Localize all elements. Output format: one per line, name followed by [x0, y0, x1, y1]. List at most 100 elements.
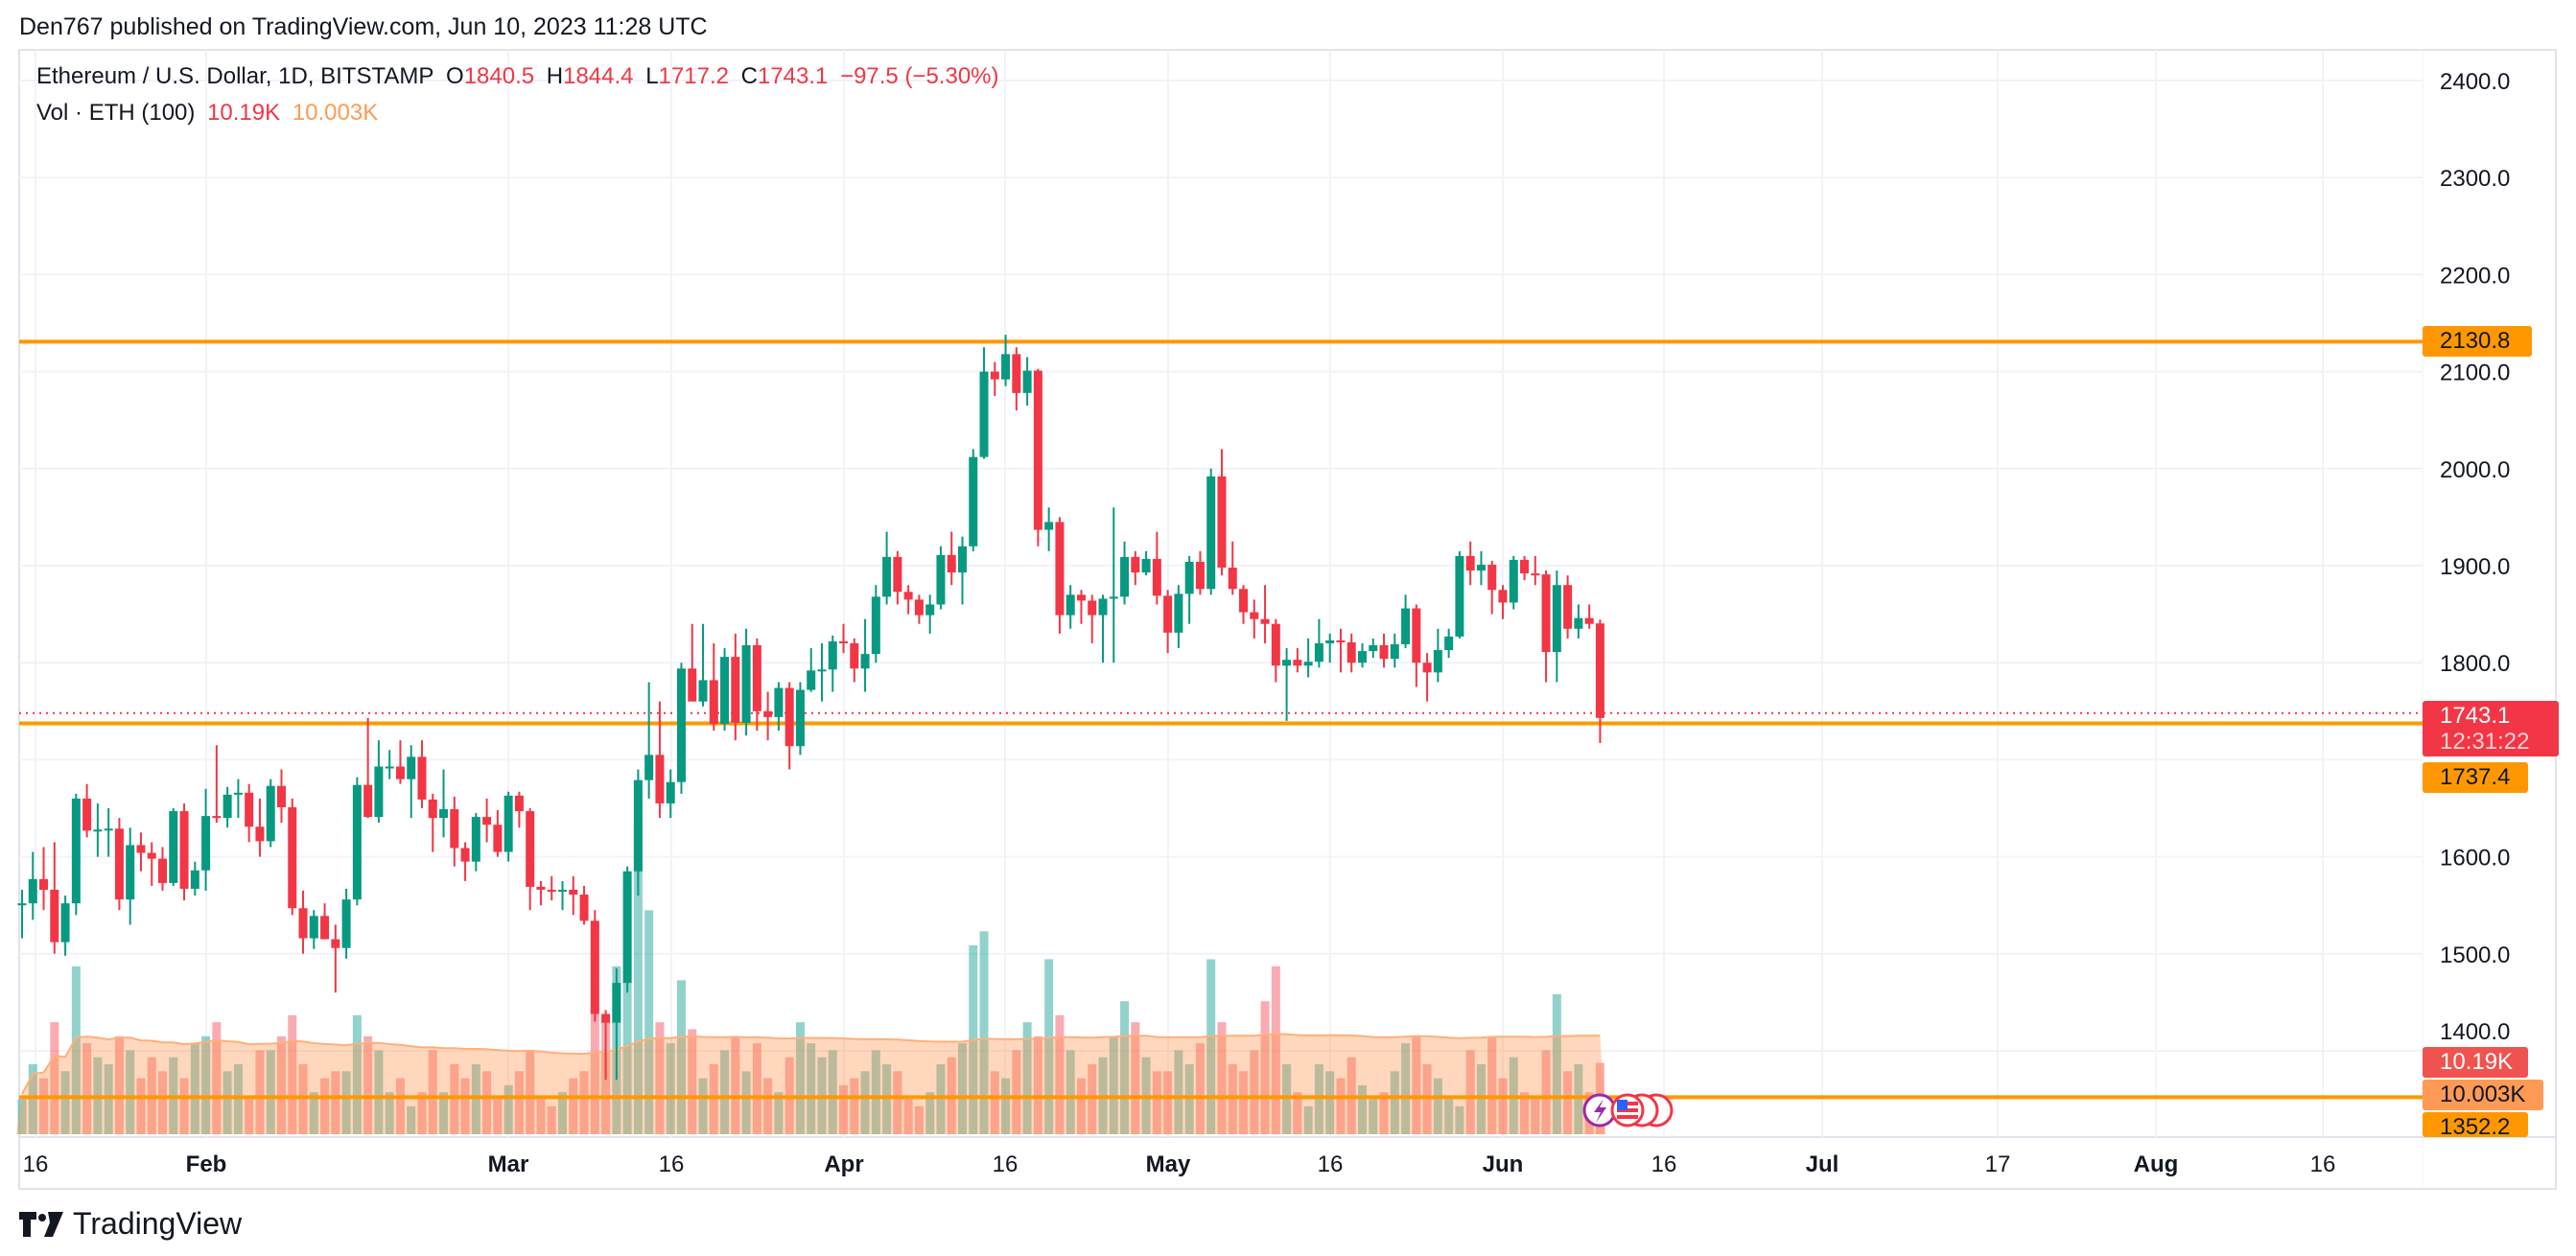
- time-axis[interactable]: 16 Feb Mar 16 Apr 16 May 16 Jun 16 Jul 17 Aug 16: [23, 1151, 2336, 1177]
- candle: [245, 783, 254, 843]
- candle: [1120, 541, 1130, 605]
- tradingview-logo[interactable]: TradingView: [19, 1206, 242, 1242]
- time-tick-label: 16: [1651, 1151, 1677, 1177]
- candle-body: [1584, 617, 1594, 624]
- candle-body: [482, 817, 492, 826]
- volume-bar: [860, 1071, 870, 1134]
- candle-body: [1228, 568, 1237, 590]
- horizontal-levels[interactable]: [19, 339, 2423, 1100]
- volume-title[interactable]: Vol · ETH (100): [36, 100, 196, 126]
- volume-bar: [1433, 1078, 1442, 1134]
- candle: [688, 623, 697, 702]
- candle: [979, 347, 989, 459]
- tradingview-logo-text: TradingView: [73, 1206, 243, 1241]
- volume-bar: [39, 1078, 49, 1134]
- close-value: 1743.1: [757, 63, 829, 89]
- level-tag-1737: 1737.4: [2423, 762, 2528, 793]
- candle: [1476, 550, 1486, 586]
- volume-bar: [536, 1099, 546, 1134]
- candle-body: [1412, 608, 1421, 663]
- volume-bar: [1531, 1099, 1540, 1134]
- volume-bar: [807, 1043, 816, 1134]
- volume-bar: [936, 1064, 946, 1134]
- volume-bar: [698, 1078, 708, 1134]
- volume-bar: [1476, 1064, 1486, 1134]
- candle: [439, 769, 449, 838]
- candle-body: [558, 890, 567, 893]
- candle: [947, 531, 956, 586]
- candle-body: [450, 809, 459, 849]
- price-tick-label: 1400.0: [2440, 1019, 2510, 1045]
- volume-bar: [222, 1071, 232, 1134]
- candle-body: [633, 779, 643, 872]
- candle: [1552, 570, 1561, 683]
- candle: [1390, 633, 1399, 668]
- candle-body: [1109, 596, 1118, 599]
- candle-body: [1552, 585, 1561, 653]
- volume-bar: [1022, 1022, 1032, 1134]
- open-value: 1840.5: [463, 63, 535, 89]
- candle: [104, 808, 113, 857]
- candle-body: [114, 828, 124, 900]
- candle-body: [1293, 660, 1302, 666]
- candle: [839, 623, 849, 654]
- candle-body: [1563, 585, 1573, 629]
- candle: [374, 740, 384, 824]
- volume-bar: [385, 1092, 394, 1134]
- candle: [1412, 604, 1421, 687]
- candle-body: [644, 755, 654, 780]
- candle: [1563, 575, 1573, 639]
- volume-bar: [1422, 1064, 1432, 1134]
- volume-bar: [1498, 1078, 1508, 1134]
- candle-body: [93, 829, 103, 832]
- volume-bar: [309, 1092, 318, 1134]
- candle: [1282, 648, 1292, 721]
- candle: [50, 842, 59, 954]
- candle: [363, 717, 373, 819]
- candle-body: [850, 642, 859, 669]
- price-tick-label: 2000.0: [2440, 457, 2510, 483]
- candle-body: [493, 825, 503, 852]
- volume-tag: 10.19K: [2423, 1047, 2528, 1078]
- candle: [395, 740, 405, 784]
- symbol-title[interactable]: Ethereum / U.S. Dollar, 1D, BITSTAMP: [36, 63, 434, 89]
- candle-body: [298, 908, 308, 939]
- price-axis[interactable]: 2400.0 2300.0 2200.0 2100.0 2000.0 1900.0 1800…: [2440, 69, 2510, 1045]
- candle-body: [212, 816, 222, 819]
- time-tick-label: Feb: [186, 1151, 227, 1177]
- volume-bar: [1303, 1105, 1313, 1134]
- candle: [1509, 555, 1518, 610]
- candle-body: [1163, 595, 1173, 633]
- candle: [698, 623, 708, 707]
- candle: [1131, 550, 1140, 586]
- candle: [1347, 633, 1356, 673]
- candle-body: [1357, 651, 1367, 663]
- candle-body: [1088, 600, 1097, 616]
- event-markers[interactable]: [1582, 1093, 1674, 1128]
- candle-body: [201, 816, 211, 871]
- volume-ma-line: [21, 1033, 1601, 1095]
- candle-body: [676, 668, 686, 782]
- candle: [1217, 449, 1227, 576]
- candle-body: [1379, 644, 1389, 660]
- candle: [990, 361, 999, 396]
- candle: [655, 701, 665, 819]
- volume-bar: [882, 1064, 892, 1134]
- candle: [536, 880, 546, 906]
- volume-bar: [1401, 1043, 1411, 1134]
- volume-bar: [1206, 959, 1216, 1134]
- volume-bar: [1250, 1050, 1259, 1134]
- candle: [147, 842, 156, 886]
- candle-body: [245, 792, 254, 827]
- volume-bar: [752, 1043, 761, 1134]
- candle-body: [720, 657, 730, 724]
- candle-body: [666, 781, 675, 803]
- volume-bar: [1574, 1064, 1583, 1134]
- volume-bar: [1314, 1064, 1323, 1134]
- candle-body: [547, 890, 556, 893]
- volume-bar: [1260, 1001, 1270, 1134]
- volume-bar: [1076, 1078, 1086, 1134]
- volume-bar: [407, 1105, 416, 1134]
- volume-bar: [666, 1043, 675, 1134]
